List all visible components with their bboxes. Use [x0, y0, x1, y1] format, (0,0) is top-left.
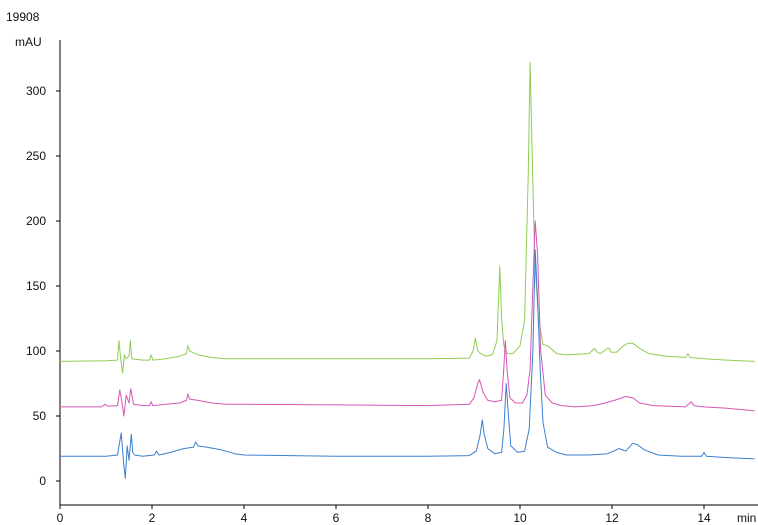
x-tick-label: 0: [57, 511, 64, 525]
y-tick-label: 200: [26, 214, 46, 228]
y-tick-label: 0: [39, 474, 46, 488]
x-tick-label: 8: [425, 511, 432, 525]
x-axis-label: min: [737, 511, 756, 525]
x-tick-label: 14: [697, 511, 711, 525]
y-axis-label: mAU: [15, 35, 42, 49]
axis-ticks: 0 2 4 6 8 10 12 14 0 50 100 150 200 250 300: [26, 84, 711, 525]
series-line-blue: [60, 249, 755, 479]
x-tick-label: 2: [149, 511, 156, 525]
series-layer: [59, 61, 755, 479]
x-tick-label: 6: [333, 511, 340, 525]
y-tick-label: 300: [26, 84, 46, 98]
series-line-green: [59, 61, 755, 374]
y-tick-label: 100: [26, 344, 46, 358]
series-line-magenta: [60, 220, 755, 417]
x-tick-label: 10: [513, 511, 527, 525]
x-tick-label: 4: [241, 511, 248, 525]
y-tick-label: 150: [26, 279, 46, 293]
x-tick-label: 12: [605, 511, 619, 525]
y-tick-label: 250: [26, 149, 46, 163]
y-tick-label: 50: [33, 409, 47, 423]
chart-title: 19908: [6, 10, 40, 24]
